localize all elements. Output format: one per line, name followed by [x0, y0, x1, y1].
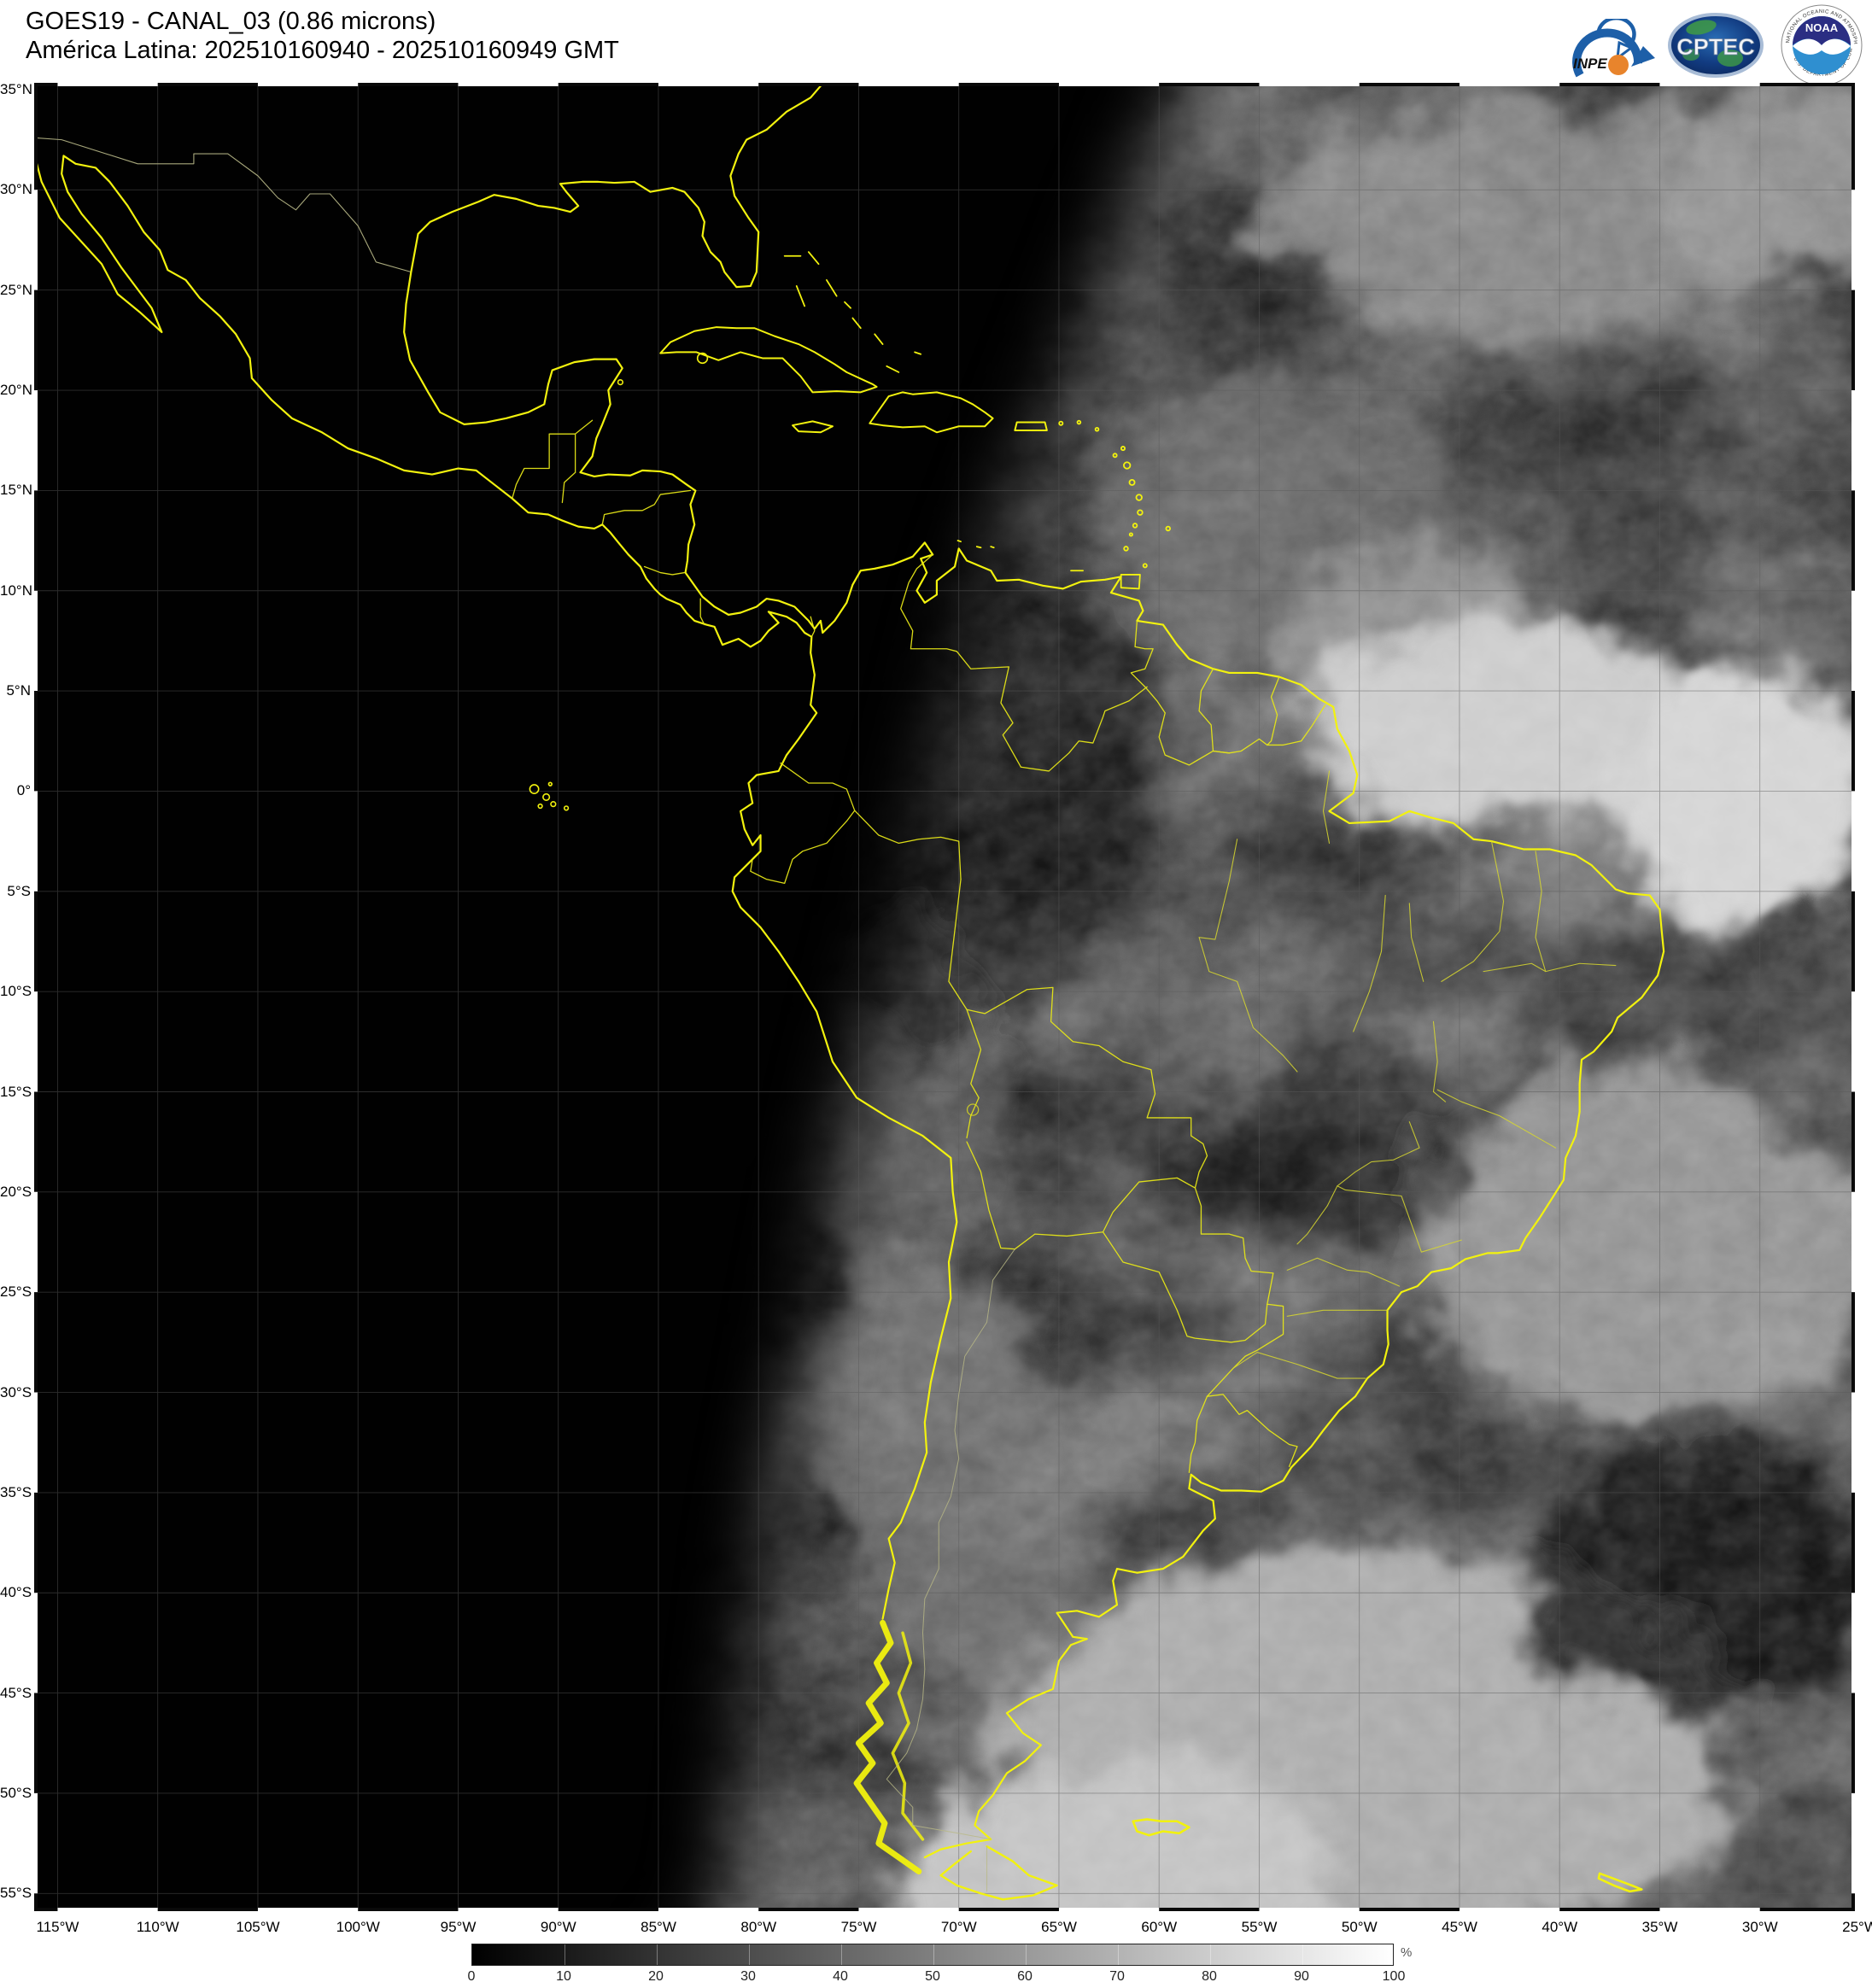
lat-axis-label: 25°N [0, 281, 32, 298]
colorbar-tick-label: 0 [467, 1969, 476, 1984]
us-mexico-border [34, 137, 411, 272]
colorbar-gridline [841, 1944, 842, 1965]
lon-axis-label: 90°W [540, 1919, 576, 1935]
south-georgia [1599, 1874, 1641, 1892]
lat-axis-label: 35°S [0, 1483, 32, 1500]
lon-axis-label: 100°W [336, 1919, 380, 1935]
chile-fjords [857, 1623, 919, 1871]
noaa-logo-icon: NATIONAL OCEANIC AND ATMOSPHERIC ADMINIS… [1780, 3, 1863, 86]
colorbar-tick-label: 40 [833, 1969, 848, 1984]
lesser-antilles [958, 421, 1171, 589]
colorbar-gridline [749, 1944, 750, 1965]
puerto-rico [1015, 423, 1047, 430]
lon-axis-label: 45°W [1442, 1919, 1477, 1935]
colorbar-gridline [1210, 1944, 1211, 1965]
coastlines-and-borders [34, 84, 1664, 1899]
product-title: GOES19 - CANAL_03 (0.86 microns) [26, 8, 436, 35]
colorbar-unit: % [1401, 1945, 1413, 1960]
bahamas [785, 252, 921, 372]
colorbar-tick-label: 60 [1017, 1969, 1033, 1984]
colorbar-gridline [657, 1944, 658, 1965]
lat-axis-label: 10°N [0, 582, 32, 599]
colorbar-gridline [1302, 1944, 1303, 1965]
lat-axis-label: 5°S [7, 882, 31, 899]
lon-axis-label: 85°W [641, 1919, 676, 1935]
lon-axis-label: 80°W [740, 1919, 777, 1935]
lon-axis-label: 50°W [1341, 1919, 1378, 1935]
coastline-east [404, 84, 1664, 1857]
brazil-state-borders [1199, 771, 1616, 1378]
colorbar [471, 1944, 1394, 1966]
coastline-west [34, 152, 956, 1619]
lat-axis-label: 15°N [0, 482, 32, 499]
lat-axis-label: 20°S [0, 1183, 32, 1200]
lon-axis-label: 105°W [236, 1919, 280, 1935]
colorbar-gridline [933, 1944, 934, 1965]
cuba [660, 327, 876, 392]
lon-axis-label: 75°W [840, 1919, 877, 1935]
lon-axis-label: 65°W [1041, 1919, 1077, 1935]
galapagos-islands [529, 782, 568, 810]
lat-axis-label: 35°N [0, 81, 32, 97]
lat-axis-label: 15°S [0, 1083, 32, 1100]
lon-axis-label: 40°W [1541, 1919, 1578, 1935]
isla-juventud [698, 354, 708, 364]
product-subtitle: América Latina: 202510160940 - 202510160… [26, 37, 619, 64]
colorbar-tick-label: 70 [1109, 1969, 1125, 1984]
hispaniola [869, 392, 992, 432]
lon-axis-label: 95°W [440, 1919, 477, 1935]
tierra-del-fuego [941, 1846, 1057, 1899]
cozumel [618, 380, 623, 385]
inpe-logo-icon: INPE [1572, 19, 1655, 78]
lat-axis-label: 45°S [0, 1684, 32, 1701]
graticule-grid [38, 86, 1852, 1908]
lat-axis-label: 10°S [0, 983, 32, 1000]
lat-axis-label: 30°N [0, 181, 32, 198]
colorbar-tick-label: 10 [556, 1969, 571, 1984]
lon-axis-label: 30°W [1741, 1919, 1778, 1935]
colorbar-tick-label: 30 [740, 1969, 756, 1984]
lon-axis-label: 60°W [1141, 1919, 1178, 1935]
product-title-block: GOES19 - CANAL_03 (0.86 microns) América… [26, 7, 619, 65]
lon-axis-label: 110°W [136, 1919, 179, 1935]
agency-logos: INPE CPTEC NATIONAL OCEANIC AND ATMOSPHE… [1568, 0, 1867, 86]
inpe-logo-text: INPE [1573, 56, 1607, 72]
colorbar-tick-label: 80 [1202, 1969, 1217, 1984]
colorbar-tick-label: 50 [925, 1969, 940, 1984]
lat-axis-label: 20°N [0, 382, 32, 399]
lat-axis-label: 55°S [0, 1885, 32, 1902]
colorbar-gridline [1026, 1944, 1027, 1965]
noaa-logo-text: NOAA [1805, 21, 1839, 34]
cptec-logo-text: CPTEC [1676, 34, 1755, 60]
satellite-map [34, 79, 1872, 1970]
lon-axis-label: 70°W [940, 1919, 977, 1935]
lon-axis-label: 25°W [1842, 1919, 1872, 1935]
lat-axis-label: 25°S [0, 1283, 32, 1301]
day-side-clouds [34, 79, 1872, 1970]
lat-axis-label: 0° [16, 782, 31, 799]
satellite-image [34, 79, 1872, 1970]
andes-borders [886, 1249, 1015, 1892]
colorbar-tick-label: 90 [1294, 1969, 1309, 1984]
lat-axis-label: 50°S [0, 1784, 32, 1801]
lat-axis-label: 30°S [0, 1383, 32, 1400]
lon-axis-label: 115°W [36, 1919, 79, 1935]
colorbar-tick-label: 20 [648, 1969, 664, 1984]
lon-axis-label: 55°W [1241, 1919, 1278, 1935]
map-frame [34, 83, 1855, 1911]
cptec-logo-icon: CPTEC [1668, 13, 1764, 78]
chile-fjords-inner [892, 1633, 922, 1839]
jamaica [793, 421, 833, 432]
colorbar-gridline [1118, 1944, 1119, 1965]
lat-axis-label: 40°S [0, 1584, 32, 1601]
country-borders [512, 420, 1325, 1472]
lon-axis-label: 35°W [1641, 1919, 1678, 1935]
colorbar-tick-label: 100 [1382, 1969, 1406, 1984]
falkland-islands [1133, 1819, 1190, 1835]
lat-axis-label: 5°N [6, 682, 31, 699]
